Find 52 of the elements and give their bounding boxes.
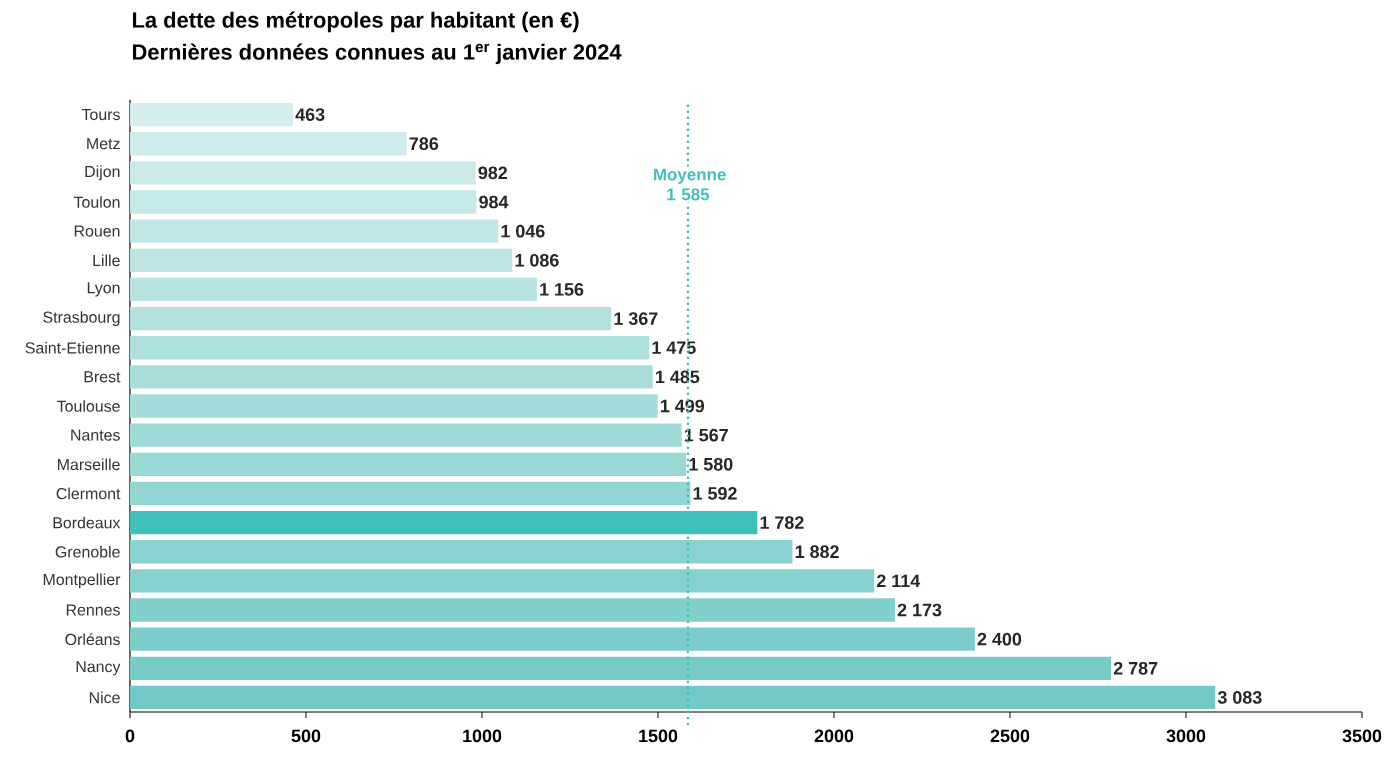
y-tick-label: Metz — [87, 138, 120, 150]
y-tick-label: Strasbourg — [43, 311, 120, 327]
data-label: 1 156 — [540, 283, 584, 296]
y-tick-label: Rennes — [66, 604, 120, 616]
x-tick-label: 0 — [125, 729, 135, 743]
data-label: 1 475 — [652, 341, 696, 354]
chart-title: La dette des métropoles par habitant (en €) — [132, 11, 579, 33]
data-label: 463 — [295, 108, 325, 121]
data-label: 2 400 — [977, 632, 1022, 646]
y-tick-label: Saint-Etienne — [25, 341, 120, 354]
data-label: 984 — [479, 195, 509, 209]
x-tick-label: 500 — [291, 729, 321, 743]
data-label: 1 367 — [614, 312, 658, 325]
data-label: 1 592 — [693, 487, 737, 500]
y-tick-label: Grenoble — [55, 545, 120, 558]
y-tick-label: Rouen — [74, 225, 120, 237]
y-tick-label: Nice — [89, 691, 120, 704]
y-tick-label: Montpellier — [43, 573, 121, 589]
data-label: 1 485 — [656, 370, 700, 384]
data-label: 2 787 — [1113, 661, 1158, 675]
y-tick-label: Lille — [93, 254, 120, 267]
data-label: 1 086 — [515, 253, 559, 267]
y-tick-label: Nantes — [71, 429, 120, 441]
x-tick-label: 1500 — [639, 729, 678, 743]
data-label: 1 499 — [660, 399, 705, 413]
data-label: 2 114 — [876, 574, 921, 588]
data-label: 1 046 — [501, 224, 545, 238]
y-tick-label: Brest — [84, 371, 121, 383]
chart-subtitle: Dernières données connues au 1$^{er}$ janvier 2024 — [132, 43, 622, 65]
data-label: 786 — [409, 137, 439, 151]
x-tick-label: 1000 — [463, 729, 502, 743]
y-tick-label: Bordeaux — [53, 516, 121, 529]
data-label: 1 882 — [795, 545, 839, 559]
ref-line-label: Moyenne 1 585 — [654, 168, 726, 201]
y-tick-label: Marseille — [58, 458, 120, 471]
x-tick-label: 3000 — [1166, 729, 1206, 743]
y-tick-label: Lyon — [87, 282, 120, 297]
y-tick-label: Dijon — [85, 165, 120, 181]
y-tick-label: Toulouse — [57, 400, 120, 412]
y-tick-label: Nancy — [76, 661, 121, 676]
data-label: 2 173 — [897, 603, 942, 617]
data-label: 1 782 — [760, 516, 804, 529]
data-label: 1 580 — [689, 457, 733, 471]
y-tick-label: Tours — [81, 109, 120, 121]
y-tick-label: Clermont — [56, 487, 121, 500]
data-label: 982 — [478, 166, 508, 180]
x-tick-label: 3500 — [1342, 729, 1382, 743]
y-tick-label: Orléans — [65, 633, 120, 646]
x-tick-label: 2000 — [814, 729, 854, 743]
x-tick-label: 2500 — [990, 729, 1030, 743]
y-tick-label: Toulon — [73, 196, 120, 208]
data-label: 3 083 — [1217, 691, 1262, 704]
